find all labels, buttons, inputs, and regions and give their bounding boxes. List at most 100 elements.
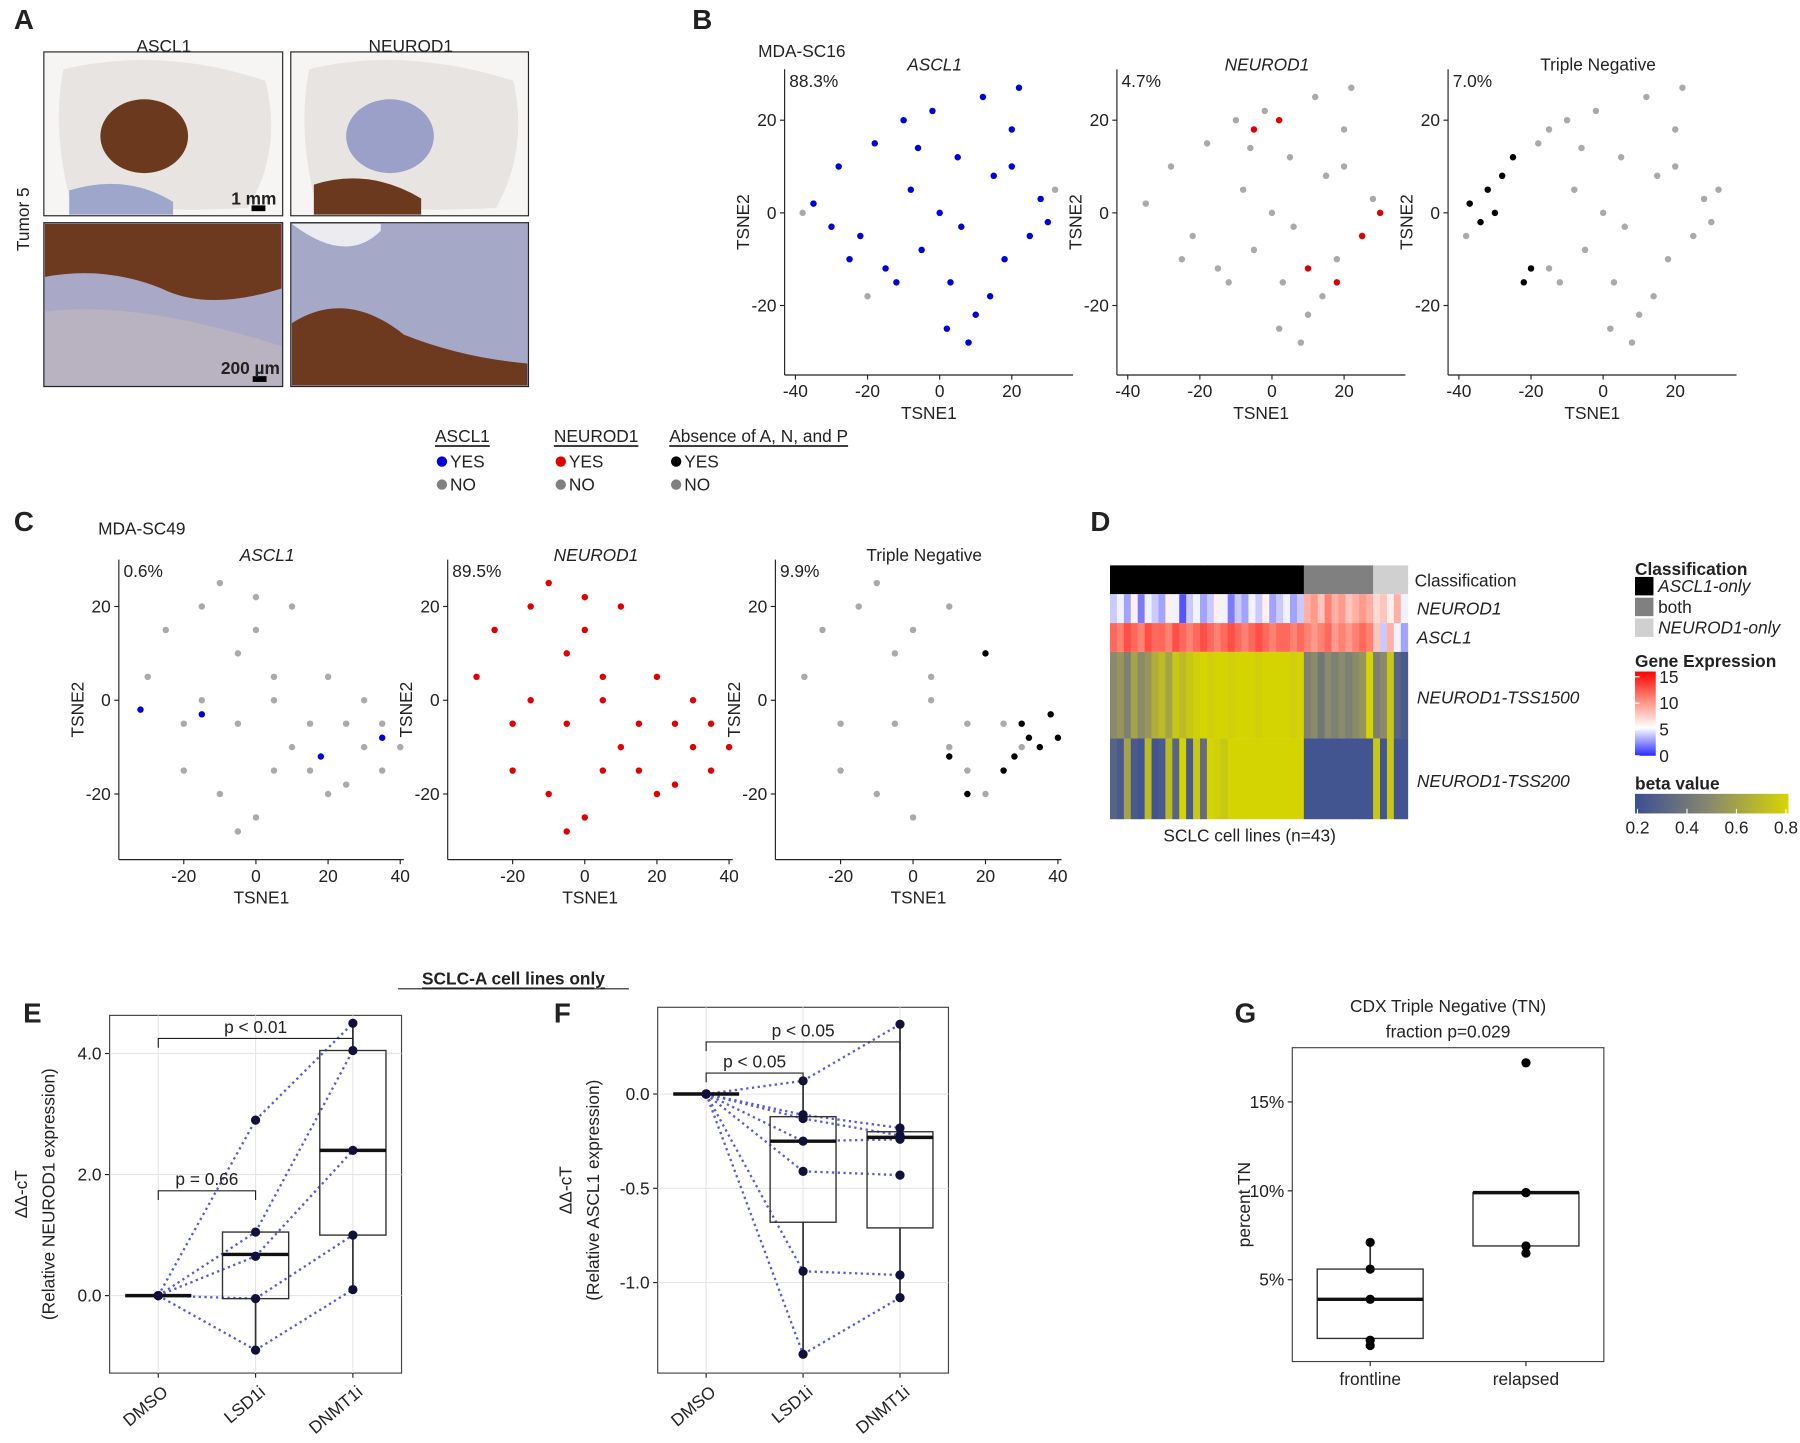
class-cell: [1241, 565, 1249, 595]
legend-swatch: [436, 479, 448, 490]
heat-cell: [1137, 594, 1146, 624]
point: [1466, 200, 1473, 207]
heat-cell: [1213, 623, 1222, 652]
y-axis-label: ΔΔ-cT: [555, 1166, 575, 1215]
p-value: p < 0.01: [224, 1017, 287, 1037]
columns-label: SCLC cell lines (n=43): [1163, 825, 1336, 845]
y-tick-label: -1.0: [620, 1273, 650, 1293]
heat-cell: [1193, 594, 1201, 624]
point: [1672, 163, 1679, 170]
point: [857, 232, 864, 240]
heat-cell: [1283, 738, 1291, 820]
panel-a: A ASCL1 NEUROD1 Tumor 5 1 mm 200 µm: [13, 4, 530, 388]
x-tick-label: 0: [1267, 381, 1277, 401]
point: [378, 767, 386, 774]
class-cell: [1151, 565, 1159, 595]
pair-line: [802, 1023, 901, 1082]
heat-cell: [1200, 594, 1208, 624]
dataset-label: MDA-SC16: [758, 41, 845, 61]
stain-region: [69, 183, 174, 215]
annotation: 0.6%: [123, 561, 162, 581]
x-axis-label: TSNE1: [562, 888, 618, 908]
heat-cell: [1373, 651, 1381, 739]
heat-cell: [1324, 623, 1332, 652]
point: [798, 1113, 808, 1124]
point: [927, 697, 935, 704]
heat-cell: [1220, 594, 1229, 624]
point: [855, 603, 862, 610]
heat-cell: [1290, 594, 1298, 624]
point: [360, 743, 368, 751]
colorbar-label: 0.4: [1675, 817, 1699, 837]
point: [581, 593, 589, 601]
class-cell: [1310, 565, 1319, 595]
plot-subtitle: fraction p=0.029: [1386, 1022, 1511, 1042]
heat-cell: [1220, 651, 1229, 739]
point: [1491, 209, 1499, 217]
legend-title: Gene Expression: [1635, 651, 1776, 671]
point: [1621, 223, 1628, 230]
point: [893, 279, 900, 286]
x-tick-label: -20: [1187, 381, 1212, 401]
heat-cell: [1276, 623, 1284, 652]
y-tick-label: -20: [742, 784, 767, 804]
heat-cell: [1276, 651, 1284, 739]
heat-cell: [1359, 594, 1367, 624]
point: [581, 626, 589, 634]
heat-cell: [1151, 623, 1159, 652]
x-tick-label: 20: [1002, 381, 1021, 401]
class-cell: [1234, 565, 1242, 595]
class-cell: [1290, 565, 1298, 595]
point: [342, 720, 350, 727]
point: [1672, 126, 1679, 133]
heat-cell: [1393, 594, 1402, 624]
y-tick-label: 20: [420, 596, 439, 616]
point: [1333, 279, 1341, 286]
point: [250, 1227, 261, 1237]
point: [1599, 209, 1607, 217]
pair-line: [803, 1170, 901, 1177]
point: [144, 673, 151, 681]
plot-title: CDX Triple Negative (TN): [1350, 996, 1546, 1016]
heat-cell: [1296, 594, 1305, 624]
heat-cell: [1283, 651, 1291, 739]
x-tick-label: -20: [1519, 381, 1544, 401]
point: [252, 814, 260, 821]
pair-line: [705, 1092, 804, 1116]
point: [270, 697, 278, 704]
x-tick-label: -20: [855, 381, 880, 401]
heat-cell: [1241, 594, 1249, 624]
heat-cell: [1227, 651, 1236, 739]
point: [907, 186, 915, 193]
point: [545, 790, 552, 798]
point: [1545, 265, 1553, 272]
panel-label: E: [23, 998, 41, 1029]
heat-cell: [1144, 594, 1152, 624]
point: [1365, 1340, 1375, 1351]
heat-cell: [1123, 623, 1132, 652]
class-cell: [1186, 565, 1194, 595]
heat-cell: [1338, 623, 1346, 652]
heat-cell: [1290, 738, 1298, 820]
row-label: NEUROD1-TSS200: [1417, 771, 1570, 791]
x-axis-label: TSNE1: [1564, 403, 1620, 423]
pair-line: [254, 1288, 354, 1352]
point: [250, 1294, 261, 1304]
x-tick-label: -40: [783, 381, 808, 401]
heat-cell: [1352, 738, 1360, 820]
y-axis-label: TSNE2: [733, 194, 753, 250]
y-axis-label: percent TN: [1234, 1162, 1254, 1247]
point: [946, 603, 953, 610]
point: [964, 767, 971, 774]
point: [1250, 246, 1258, 254]
heat-cell: [1262, 594, 1270, 624]
point: [946, 753, 953, 760]
heat-cell: [1338, 738, 1346, 820]
y-axis-label: TSNE2: [67, 682, 87, 738]
heat-cell: [1366, 623, 1374, 652]
heat-cell: [1366, 651, 1374, 739]
colorbar-label: 0.2: [1625, 817, 1649, 837]
point: [581, 814, 589, 821]
class-cell: [1179, 565, 1187, 595]
x-tick-label: 0: [908, 866, 918, 886]
